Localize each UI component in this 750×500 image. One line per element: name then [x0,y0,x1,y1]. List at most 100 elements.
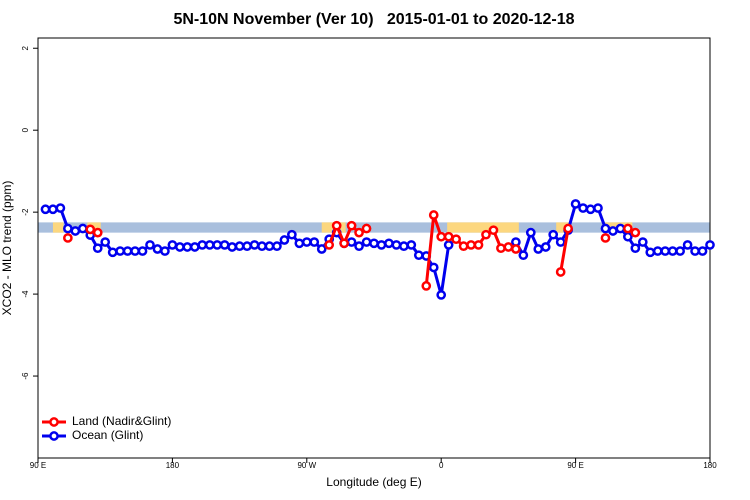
data-point [637,237,648,247]
data-point [63,233,73,243]
data-point [107,247,118,258]
data-point [406,240,417,250]
data-point [600,233,611,243]
data-point [242,241,252,252]
data-point [660,246,671,256]
data-point [219,240,230,250]
data-point [645,247,656,258]
data-point [130,246,140,256]
data-point [369,238,379,249]
x-tick-label: 0 [439,461,444,470]
data-point [354,227,364,238]
data-point [667,246,678,256]
data-point [615,223,626,234]
y-tick-label: -6 [21,372,30,380]
data-point [585,204,596,215]
data-point [55,203,66,213]
data-point [705,240,715,250]
data-point [85,224,96,235]
data-point [421,281,432,291]
data-point [100,237,111,247]
x-tick-label: 180 [166,461,180,470]
data-point [264,241,275,252]
data-point [287,229,297,240]
data-point [623,223,633,234]
data-point [301,237,312,247]
data-point [309,237,320,247]
x-tick-label: 180 [703,461,717,470]
data-point [182,242,193,252]
reference-band [38,222,710,233]
data-point [697,246,708,256]
data-point [77,223,88,234]
data-point [525,227,536,238]
data-point [212,240,223,250]
data-point [578,203,588,213]
data-point [40,204,51,215]
data-point [533,244,544,254]
data-point [652,246,663,256]
data-point [623,231,633,242]
data-point [488,225,499,236]
data-point [496,243,506,254]
y-axis-label: XCO2 - MLO trend (ppm) [0,181,14,316]
data-point [122,246,133,256]
data-point [354,241,364,252]
data-point [608,226,618,236]
data-point [555,267,566,277]
highlight-span [447,222,519,233]
data-point [436,290,447,300]
data-point [115,246,125,256]
data-point [436,231,447,242]
data-point [234,241,245,252]
chart-title: 5N-10N November (Ver 10) 2015-01-01 to 2… [173,11,574,28]
data-point [600,223,611,234]
data-point [511,244,521,254]
data-point [675,246,685,256]
data-point [152,244,163,254]
data-point [682,240,693,250]
data-point [331,220,342,231]
data-point [399,241,409,252]
data-point [443,240,454,250]
y-tick-label: -4 [21,290,30,298]
data-point [555,237,566,247]
data-point [630,227,641,238]
data-point [272,241,282,252]
data-point [92,227,103,238]
data-point [316,244,327,254]
data-point [548,229,559,240]
data-point [294,238,305,249]
data-point [458,241,469,252]
y-tick-label: 2 [21,45,30,50]
highlight-span [52,222,64,233]
data-point [63,223,73,234]
legend-label: Land (Nadir&Glint) [72,414,171,428]
data-point [563,223,573,234]
legend-marker [49,417,59,427]
data-point [160,246,170,256]
data-point [346,237,357,247]
data-point [257,241,267,252]
data-point [167,240,178,250]
data-point [361,237,372,247]
data-point [570,199,581,209]
data-point [197,240,208,250]
data-point [428,210,439,220]
data-point [593,203,603,213]
data-point [466,240,476,250]
data-point [481,229,491,240]
data-point [70,226,81,236]
data-point [503,242,514,252]
x-axis-label: Longitude (deg E) [326,475,421,489]
data-point [428,262,439,273]
data-point [48,204,58,215]
data-point [451,234,461,245]
data-point [339,238,349,249]
x-tick-label: 90 E [30,461,46,470]
data-point [227,242,237,252]
legend-label: Ocean (Glint) [72,428,143,442]
data-point [413,250,424,261]
data-point [324,240,335,250]
